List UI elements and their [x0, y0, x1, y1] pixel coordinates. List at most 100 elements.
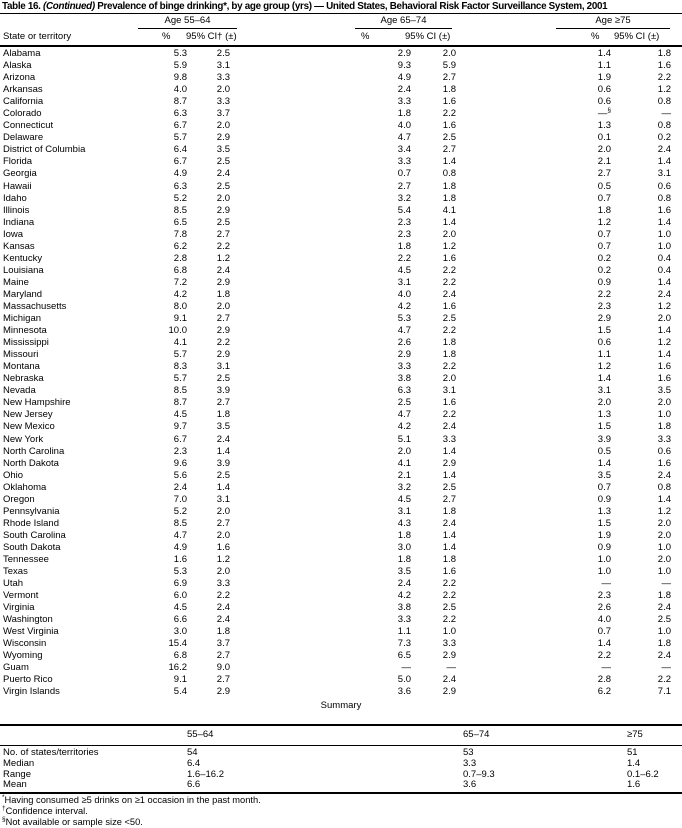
state-name: Oregon: [3, 493, 35, 505]
cell-value: 3.4: [397, 144, 411, 156]
column-header-pct-1: %: [162, 31, 171, 42]
cell-value: 5.7: [173, 373, 187, 385]
cell-value: 0.8: [657, 96, 671, 108]
cell-value: 1.0: [657, 566, 671, 578]
cell-value: 0.6: [657, 445, 671, 457]
cell-value: 7.3: [397, 638, 411, 650]
state-name: New Mexico: [3, 421, 55, 433]
summary-row: Range 1.6–16.2 0.7–9.3 0.1–6.2: [0, 768, 682, 781]
cell-value: 3.7: [216, 638, 230, 650]
cell-value: 0.7: [597, 626, 611, 638]
cell-value: 0.7: [597, 240, 611, 252]
footnote-marker: §: [2, 815, 6, 823]
table-row: Minnesota 10.0 2.9 4.7 2.2 1.5 1.4: [0, 325, 682, 337]
cell-value: 0.2: [657, 132, 671, 144]
cell-value: 1.2: [657, 337, 671, 349]
cell-value: —: [661, 108, 672, 120]
table-row: Tennessee 1.6 1.2 1.8 1.8 1.0 2.0: [0, 554, 682, 566]
cell-value: 2.0: [657, 529, 671, 541]
cell-value: 5.1: [397, 433, 411, 445]
cell-value: 2.2: [442, 590, 456, 602]
cell-value: 3.1: [657, 168, 671, 180]
cell-value: —: [401, 662, 412, 674]
state-name: Arkansas: [3, 84, 43, 96]
cell-value: 1.8: [397, 529, 411, 541]
state-name: North Carolina: [3, 445, 65, 457]
cell-value: 6.5: [173, 216, 187, 228]
cell-value: 1.4: [597, 457, 611, 469]
cell-value: 6.3: [173, 108, 187, 120]
cell-value: 1.2: [216, 553, 230, 565]
cell-value: 0.6: [597, 84, 611, 96]
cell-value: 4.5: [173, 602, 187, 614]
table-row: New York 6.7 2.4 5.1 3.3 3.9 3.3: [0, 434, 682, 446]
cell-value: 2.5: [657, 614, 671, 626]
state-name: Ohio: [3, 469, 24, 481]
cell-value: 2.7: [216, 517, 230, 529]
cell-value: 2.3: [597, 300, 611, 312]
cell-value: 2.0: [657, 397, 671, 409]
cell-value: 9.3: [397, 60, 411, 72]
cell-value: 2.0: [216, 84, 230, 96]
summary-bottom-rule: [0, 792, 682, 794]
state-name: Nebraska: [3, 373, 44, 385]
state-name: Hawaii: [3, 180, 32, 192]
cell-value: 4.2: [397, 421, 411, 433]
cell-value: 1.2: [657, 505, 671, 517]
cell-value: 2.0: [597, 397, 611, 409]
cell-value: 0.5: [597, 445, 611, 457]
state-name: Connecticut: [3, 120, 54, 132]
cell-value: 2.5: [216, 216, 230, 228]
cell-value: 3.9: [216, 385, 230, 397]
cell-value: 9.6: [173, 457, 187, 469]
cell-value: 2.0: [442, 48, 456, 59]
cell-value: 3.3: [657, 433, 671, 445]
cell-value: 1.6: [442, 566, 456, 578]
summary-row-label: Range: [3, 768, 31, 780]
cell-value: 0.9: [597, 276, 611, 288]
cell-value: 2.2: [597, 288, 611, 300]
cell-value: 1.6: [442, 300, 456, 312]
cell-value: 2.0: [216, 566, 230, 578]
cell-value: 0.4: [657, 252, 671, 264]
cell-value: 5.4: [397, 204, 411, 216]
cell-value: 7.2: [173, 276, 187, 288]
cell-value: 2.7: [442, 493, 456, 505]
summary-row: No. of states/territories 54 53 51: [0, 747, 682, 759]
cell-value: 1.0: [657, 541, 671, 553]
cell-value: 3.5: [216, 144, 230, 156]
summary-body: No. of states/territories 54 53 51 Median 6.4…: [0, 747, 682, 791]
cell-value: 1.4: [597, 48, 611, 59]
cell-value: 3.5: [657, 385, 671, 397]
header-rule: [0, 45, 682, 47]
cell-value: 1.0: [657, 626, 671, 638]
cell-value: 4.1: [173, 337, 187, 349]
cell-value: 2.9: [397, 48, 411, 59]
cell-value: 1.3: [597, 409, 611, 421]
table-row: Colorado 6.3 3.7 1.8 2.2 —§ —: [0, 107, 682, 120]
cell-value: 1.4: [442, 469, 456, 481]
cell-value: 2.5: [216, 156, 230, 168]
cell-value: 3.2: [397, 481, 411, 493]
cell-value: 1.9: [597, 72, 611, 84]
cell-value: 2.4: [173, 481, 187, 493]
table-row: Pennsylvania 5.2 2.0 3.1 1.8 1.3 1.2: [0, 506, 682, 518]
summary-column-header: ≥75: [627, 729, 643, 740]
cell-value: 4.9: [173, 168, 187, 180]
cell-value: 1.6: [442, 96, 456, 108]
group-header-age-65-74: Age 65–74: [380, 15, 427, 26]
table-row: South Carolina 4.7 2.0 1.8 1.4 1.9 2.0: [0, 530, 682, 542]
table-title: Table 16. (Continued) Prevalence of bing…: [2, 1, 672, 12]
cell-value: 3.1: [397, 505, 411, 517]
cell-value: 3.3: [442, 433, 456, 445]
cell-value: 1.4: [442, 216, 456, 228]
table-row: Oregon 7.0 3.1 4.5 2.7 0.9 1.4: [0, 494, 682, 506]
title-rule: [0, 13, 682, 14]
state-name: Maine: [3, 276, 29, 288]
cell-value: 1.4: [442, 541, 456, 553]
cell-value: 2.0: [216, 120, 230, 132]
footnote: †Confidence interval.: [2, 804, 88, 816]
state-name: Puerto Rico: [3, 674, 53, 686]
state-name: New Jersey: [3, 409, 53, 421]
